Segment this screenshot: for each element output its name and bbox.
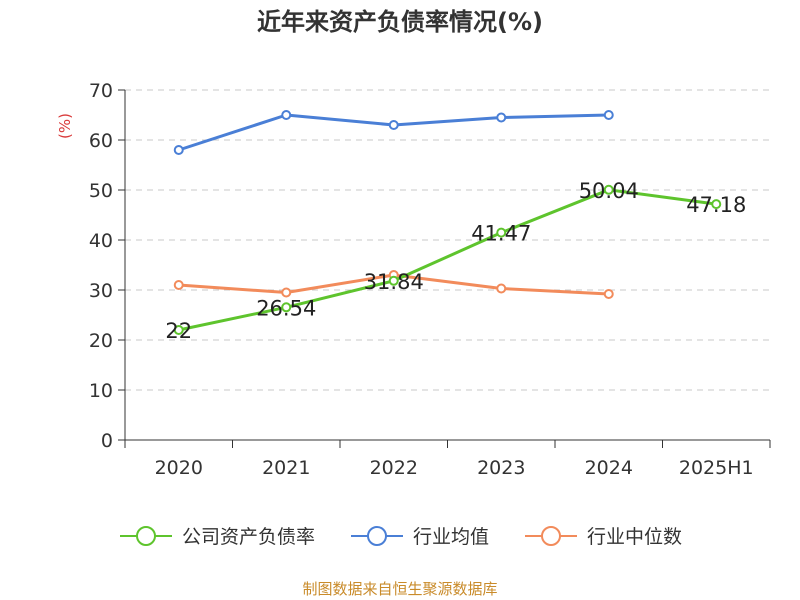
legend-item-company[interactable]: 公司资产负债率 xyxy=(118,522,315,549)
data-point xyxy=(496,112,507,123)
data-point xyxy=(388,275,399,286)
y-tick-label: 0 xyxy=(101,430,113,452)
legend-item-industry-mean[interactable]: 行业均值 xyxy=(349,522,489,549)
y-tick-label: 30 xyxy=(89,280,113,302)
legend-label: 行业中位数 xyxy=(587,526,683,548)
data-point xyxy=(603,184,614,195)
data-label: 31.84 xyxy=(364,270,424,294)
data-label: 22 xyxy=(165,319,192,343)
legend: 公司资产负债率 行业均值 行业中位数 xyxy=(0,522,800,549)
x-tick-label: 2023 xyxy=(477,457,525,479)
legend-line-marker-icon xyxy=(523,525,579,547)
data-point xyxy=(173,280,184,290)
data-label: 41.47 xyxy=(471,222,531,246)
data-point xyxy=(173,145,184,155)
x-tick-label: 2020 xyxy=(155,457,203,479)
data-label: 26.54 xyxy=(256,296,316,320)
series-line xyxy=(178,188,717,332)
legend-item-industry-median[interactable]: 行业中位数 xyxy=(523,522,682,549)
x-tick-label: 2025H1 xyxy=(679,457,754,479)
data-point xyxy=(281,302,292,313)
data-point xyxy=(496,227,507,238)
data-point xyxy=(603,110,614,120)
y-tick-label: 10 xyxy=(89,380,113,402)
chart-title: 近年来资产负债率情况(%) xyxy=(257,8,543,36)
y-tick-label: 40 xyxy=(89,230,113,252)
x-tick-label: 2022 xyxy=(370,457,418,479)
legend-label: 公司资产负债率 xyxy=(181,526,315,548)
data-point xyxy=(603,289,614,299)
x-tick-label: 2024 xyxy=(585,457,633,479)
source-note: 制图数据来自恒生聚源数据库 xyxy=(302,580,498,598)
data-point xyxy=(388,120,399,130)
x-tick-label: 2021 xyxy=(262,457,310,479)
y-tick-label: 60 xyxy=(89,130,113,152)
data-point xyxy=(496,283,507,294)
y-tick-label: 70 xyxy=(89,80,113,102)
data-point xyxy=(281,110,292,120)
y-tick-label: 50 xyxy=(89,180,113,202)
y-axis-label: (%) xyxy=(56,113,74,139)
data-label: 50.04 xyxy=(579,179,639,203)
data-point xyxy=(173,325,184,335)
y-tick-label: 20 xyxy=(89,330,113,352)
legend-line-marker-icon xyxy=(349,525,405,547)
legend-line-marker-icon xyxy=(118,525,174,547)
legend-label: 行业均值 xyxy=(412,526,489,548)
data-point xyxy=(711,199,722,210)
data-point xyxy=(281,287,292,298)
data-label: 47.18 xyxy=(686,193,746,217)
